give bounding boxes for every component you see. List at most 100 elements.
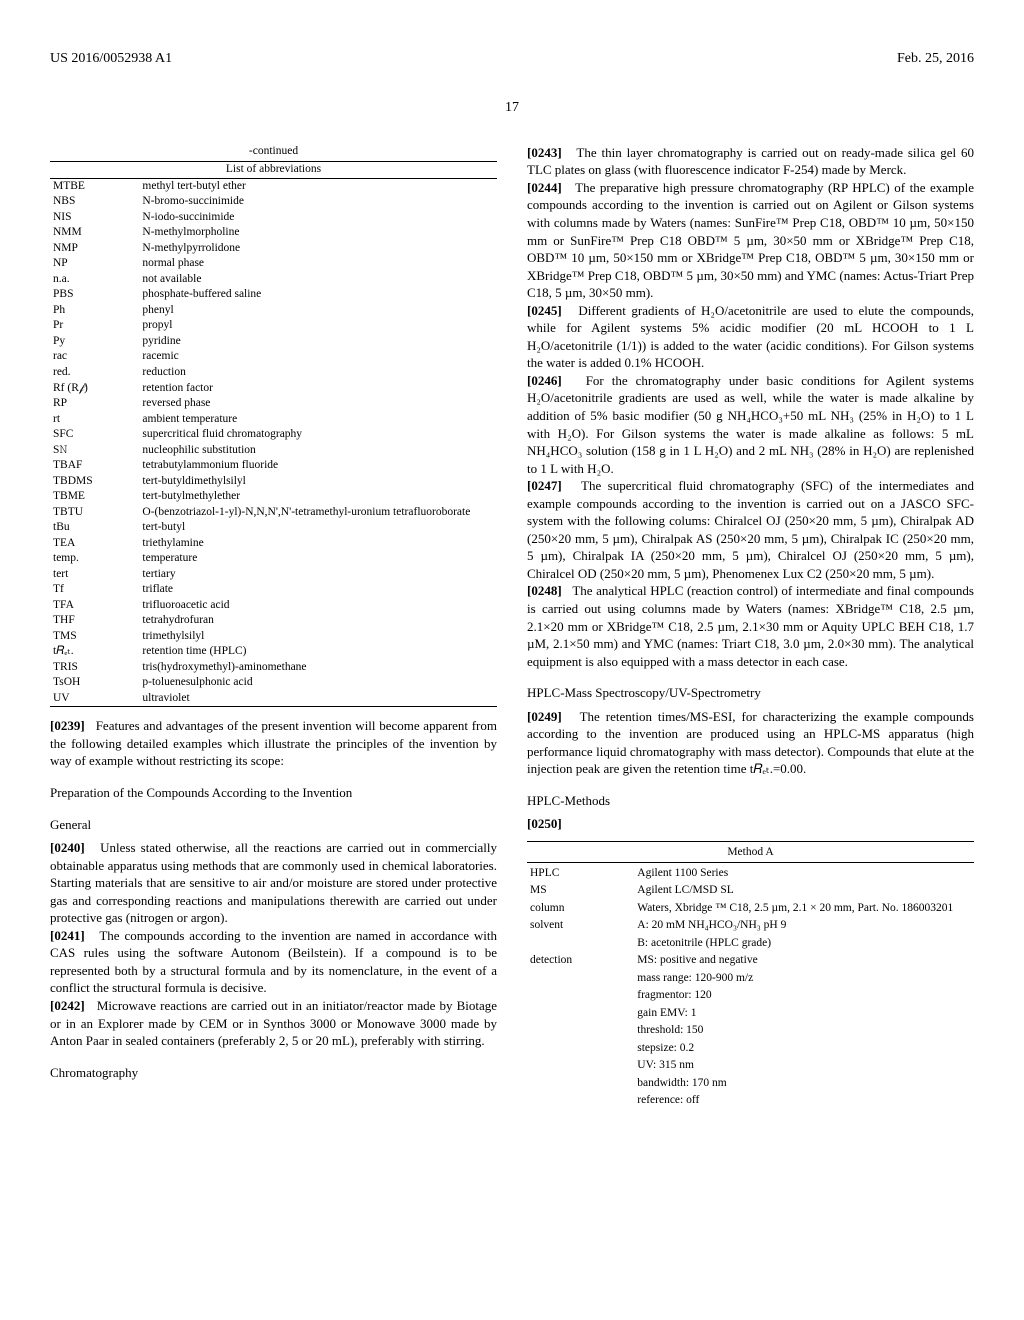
table-row: RPreversed phase (50, 396, 497, 412)
para-0241: [0241] The compounds according to the in… (50, 927, 497, 997)
para-text: The thin layer chromatography is carried… (527, 145, 974, 178)
table-row: NMPN-methylpyrrolidone (50, 241, 497, 257)
table-row: bandwidth: 170 nm (527, 1075, 974, 1093)
para-0239: [0239] Features and advantages of the pr… (50, 717, 497, 770)
para-0250: [0250] (527, 815, 974, 833)
para-0247: [0247] The supercritical fluid chromatog… (527, 477, 974, 582)
table-row: rtambient temperature (50, 412, 497, 428)
table-row: Prpropyl (50, 318, 497, 334)
abbreviations-table: List of abbreviations MTBEmethyl tert-bu… (50, 161, 497, 707)
method-value: threshold: 150 (634, 1022, 974, 1040)
table-row: threshold: 150 (527, 1022, 974, 1040)
abbrev-value: methyl tert-butyl ether (139, 179, 497, 195)
table-row: NISN-iodo-succinimide (50, 210, 497, 226)
abbrev-key: TsOH (50, 675, 139, 691)
abbrev-key: S𝙽 (50, 443, 139, 459)
abbrev-key: Py (50, 334, 139, 350)
table-row: reference: off (527, 1092, 974, 1110)
method-caption: Method A (527, 844, 974, 862)
abbrev-value: triethylamine (139, 536, 497, 552)
abbrev-key: NP (50, 256, 139, 272)
table-row: stepsize: 0.2 (527, 1040, 974, 1058)
abbrev-value: retention time (HPLC) (139, 644, 497, 660)
method-value: A: 20 mM NH₄HCO₃/NH₃ pH 9 (634, 917, 974, 935)
abbrev-value: N-iodo-succinimide (139, 210, 497, 226)
abbrev-key: Ph (50, 303, 139, 319)
method-key (527, 1040, 634, 1058)
abbrev-value: ultraviolet (139, 691, 497, 707)
abbrev-value: trimethylsilyl (139, 629, 497, 645)
table-row: THFtetrahydrofuran (50, 613, 497, 629)
table-row: NPnormal phase (50, 256, 497, 272)
abbrev-key: UV (50, 691, 139, 707)
method-key: detection (527, 952, 634, 970)
abbrev-key: tBu (50, 520, 139, 536)
abbrev-value: triflate (139, 582, 497, 598)
method-key (527, 1075, 634, 1093)
para-text: The analytical HPLC (reaction control) o… (527, 583, 974, 668)
table-row: SFCsupercritical fluid chromatography (50, 427, 497, 443)
heading-preparation: Preparation of the Compounds According t… (50, 784, 497, 802)
abbrev-key: Tf (50, 582, 139, 598)
abbrev-value: supercritical fluid chromatography (139, 427, 497, 443)
method-key (527, 1022, 634, 1040)
abbrev-key: Rf (R𝒻) (50, 381, 139, 397)
abbrev-value: tert-butyl (139, 520, 497, 536)
table-row: TBMEtert-butylmethylether (50, 489, 497, 505)
method-key: column (527, 900, 634, 918)
abbrev-key: TFA (50, 598, 139, 614)
pub-number: US 2016/0052938 A1 (50, 50, 172, 69)
table-row: Rf (R𝒻)retention factor (50, 381, 497, 397)
abbrev-value: O-(benzotriazol-1-yl)-N,N,N',N'-tetramet… (139, 505, 497, 521)
table-row: terttertiary (50, 567, 497, 583)
pub-date: Feb. 25, 2016 (897, 50, 974, 69)
method-key (527, 1005, 634, 1023)
abbrev-key: red. (50, 365, 139, 381)
heading-hplc-methods: HPLC-Methods (527, 792, 974, 810)
table-row: detectionMS: positive and negative (527, 952, 974, 970)
para-0245: [0245] Different gradients of H₂O/aceton… (527, 302, 974, 372)
table-row: tButert-butyl (50, 520, 497, 536)
para-0240: [0240] Unless stated otherwise, all the … (50, 839, 497, 927)
abbrev-value: N-methylpyrrolidone (139, 241, 497, 257)
table-row: fragmentor: 120 (527, 987, 974, 1005)
table-row: TBDMStert-butyldimethylsilyl (50, 474, 497, 490)
method-a-table: Method A HPLCAgilent 1100 SeriesMSAgilen… (527, 841, 974, 1110)
para-0244: [0244] The preparative high pressure chr… (527, 179, 974, 302)
abbrev-value: reversed phase (139, 396, 497, 412)
method-key: solvent (527, 917, 634, 935)
abbrev-value: ambient temperature (139, 412, 497, 428)
table-row: columnWaters, Xbridge ™ C18, 2.5 µm, 2.1… (527, 900, 974, 918)
table-row: B: acetonitrile (HPLC grade) (527, 935, 974, 953)
abbrev-key: Pr (50, 318, 139, 334)
abbrev-key: MTBE (50, 179, 139, 195)
table-row: TMStrimethylsilyl (50, 629, 497, 645)
abbrev-key: temp. (50, 551, 139, 567)
table-row: UV: 315 nm (527, 1057, 974, 1075)
table-row: temp.temperature (50, 551, 497, 567)
abbrev-value: retention factor (139, 381, 497, 397)
abbrev-value: tertiary (139, 567, 497, 583)
para-text: Different gradients of H₂O/acetonitrile … (527, 303, 974, 371)
table-row: MSAgilent LC/MSD SL (527, 882, 974, 900)
abbrev-key: PBS (50, 287, 139, 303)
abbrev-key: NBS (50, 194, 139, 210)
method-value: stepsize: 0.2 (634, 1040, 974, 1058)
abbrev-key: THF (50, 613, 139, 629)
heading-hplc-ms: HPLC-Mass Spectroscopy/UV-Spectrometry (527, 684, 974, 702)
table-row: gain EMV: 1 (527, 1005, 974, 1023)
table-row: n.a.not available (50, 272, 497, 288)
abbrev-key: NMP (50, 241, 139, 257)
table-row: NMMN-methylmorpholine (50, 225, 497, 241)
para-0249: [0249] The retention times/MS-ESI, for c… (527, 708, 974, 778)
abbrev-key: TBAF (50, 458, 139, 474)
abbrev-value: tetrabutylammonium fluoride (139, 458, 497, 474)
abbrev-key: SFC (50, 427, 139, 443)
table-row: TEAtriethylamine (50, 536, 497, 552)
table-row: red.reduction (50, 365, 497, 381)
para-0248: [0248] The analytical HPLC (reaction con… (527, 582, 974, 670)
abbrev-key: TMS (50, 629, 139, 645)
table-row: TRIStris(hydroxymethyl)-aminomethane (50, 660, 497, 676)
abbrev-key: rac (50, 349, 139, 365)
table-row: UVultraviolet (50, 691, 497, 707)
